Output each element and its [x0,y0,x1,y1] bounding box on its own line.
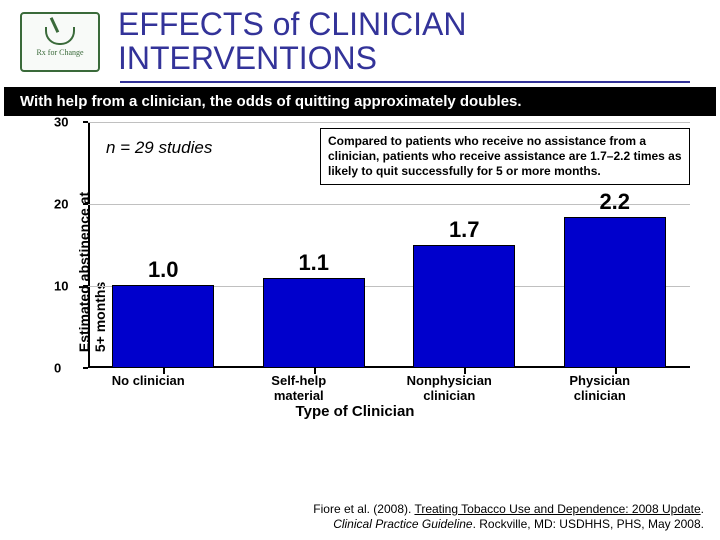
mortar-icon [45,27,75,45]
chart: Estimated abstinence at 5+ months n = 29… [14,122,696,422]
category-label: Nonphysicianclinician [384,368,514,404]
bar-value-label: 2.2 [564,189,666,215]
y-tick-label: 10 [54,279,68,294]
y-tick-label: 30 [54,115,68,130]
banner: With help from a clinician, the odds of … [4,87,716,116]
category-label: No clinician [83,368,213,389]
y-axis [88,122,90,368]
category-label: Self-helpmaterial [234,368,364,404]
page-title: EFFECTS of CLINICIAN INTERVENTIONS [118,8,467,75]
bar-value-label: 1.7 [413,217,515,243]
citation: Fiore et al. (2008). Treating Tobacco Us… [313,502,704,532]
bar: 1.7 [413,245,515,368]
bar-value-label: 1.1 [263,250,365,276]
gridline [88,122,690,123]
category-label: Physicianclinician [535,368,665,404]
n-studies-label: n = 29 studies [100,136,218,160]
logo: Rx for Change [20,12,100,72]
logo-text: Rx for Change [36,48,83,57]
bar-value-label: 1.0 [112,257,214,283]
bar: 1.0 [112,285,214,369]
bar: 2.2 [564,217,666,369]
header: Rx for Change EFFECTS of CLINICIAN INTER… [0,0,720,79]
plot-area: n = 29 studies Compared to patients who … [88,122,690,368]
bar: 1.1 [263,278,365,368]
title-line1: EFFECTS of CLINICIAN [118,6,467,42]
explain-box: Compared to patients who receive no assi… [320,128,690,185]
title-line2: INTERVENTIONS [118,40,377,76]
x-axis-label: Type of Clinician [14,403,696,420]
title-rule [120,81,690,83]
y-tick-label: 0 [54,361,61,376]
y-tick-label: 20 [54,197,68,212]
